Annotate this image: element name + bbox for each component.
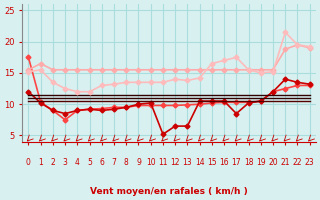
X-axis label: Vent moyen/en rafales ( km/h ): Vent moyen/en rafales ( km/h ) <box>90 187 248 196</box>
